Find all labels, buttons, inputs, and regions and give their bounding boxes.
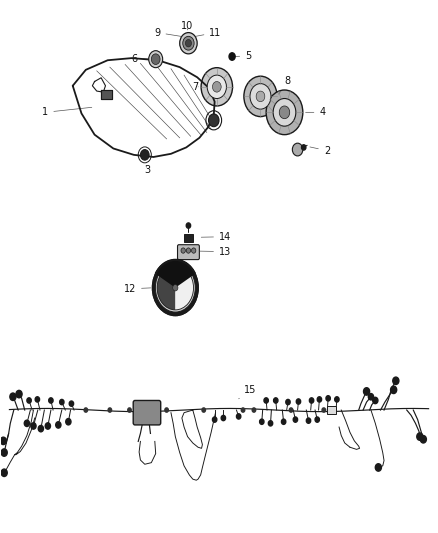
Circle shape xyxy=(368,393,374,400)
Circle shape xyxy=(364,387,370,395)
Circle shape xyxy=(293,417,297,422)
Text: 13: 13 xyxy=(200,247,231,256)
Circle shape xyxy=(391,386,397,393)
Circle shape xyxy=(27,398,31,403)
Circle shape xyxy=(301,145,306,150)
Circle shape xyxy=(250,84,271,109)
Circle shape xyxy=(35,397,39,402)
FancyBboxPatch shape xyxy=(184,233,193,242)
Circle shape xyxy=(186,248,191,253)
Circle shape xyxy=(373,397,378,403)
Circle shape xyxy=(212,82,221,92)
Circle shape xyxy=(212,417,217,422)
Circle shape xyxy=(1,469,7,477)
Circle shape xyxy=(306,418,311,423)
Circle shape xyxy=(375,464,381,471)
Circle shape xyxy=(16,390,22,398)
Text: 14: 14 xyxy=(201,232,231,242)
Circle shape xyxy=(38,425,43,432)
Circle shape xyxy=(201,68,233,106)
Circle shape xyxy=(191,248,196,253)
Circle shape xyxy=(289,408,293,412)
Circle shape xyxy=(274,398,278,403)
Circle shape xyxy=(309,398,314,403)
Text: 5: 5 xyxy=(235,51,251,61)
Circle shape xyxy=(141,150,149,160)
Text: 1: 1 xyxy=(42,107,92,117)
Circle shape xyxy=(165,408,168,412)
Circle shape xyxy=(149,51,162,68)
Circle shape xyxy=(221,415,226,421)
Circle shape xyxy=(155,263,195,312)
Circle shape xyxy=(317,397,321,402)
Text: 10: 10 xyxy=(180,21,193,31)
Text: 6: 6 xyxy=(131,54,153,63)
Circle shape xyxy=(260,419,264,424)
Circle shape xyxy=(268,421,273,426)
Circle shape xyxy=(66,418,71,425)
Wedge shape xyxy=(155,259,196,288)
Circle shape xyxy=(181,248,185,253)
Circle shape xyxy=(208,114,219,127)
FancyBboxPatch shape xyxy=(133,400,161,425)
Circle shape xyxy=(84,408,88,412)
Polygon shape xyxy=(101,90,112,99)
Circle shape xyxy=(266,90,303,135)
Circle shape xyxy=(31,423,36,429)
FancyBboxPatch shape xyxy=(327,406,336,414)
Circle shape xyxy=(420,435,426,443)
Circle shape xyxy=(326,395,330,401)
Circle shape xyxy=(151,54,160,64)
Circle shape xyxy=(56,422,61,428)
Circle shape xyxy=(49,398,53,403)
Circle shape xyxy=(335,397,339,402)
Circle shape xyxy=(108,408,112,412)
Circle shape xyxy=(292,143,303,156)
FancyBboxPatch shape xyxy=(177,245,199,260)
Circle shape xyxy=(10,393,16,400)
Circle shape xyxy=(180,33,197,54)
Text: 15: 15 xyxy=(239,385,257,399)
Circle shape xyxy=(252,408,256,412)
Text: 2: 2 xyxy=(310,146,330,156)
Circle shape xyxy=(393,377,399,384)
Circle shape xyxy=(315,417,319,422)
Circle shape xyxy=(152,260,198,316)
Circle shape xyxy=(0,437,7,445)
Text: 9: 9 xyxy=(154,28,181,38)
Circle shape xyxy=(207,75,226,99)
Circle shape xyxy=(322,408,325,412)
Circle shape xyxy=(256,91,265,102)
Circle shape xyxy=(128,408,131,412)
Text: 8: 8 xyxy=(279,77,291,94)
Text: 12: 12 xyxy=(124,284,151,294)
Circle shape xyxy=(296,399,300,404)
Circle shape xyxy=(173,285,178,291)
Circle shape xyxy=(244,76,277,117)
Circle shape xyxy=(282,419,286,424)
Circle shape xyxy=(237,414,241,419)
Circle shape xyxy=(202,408,205,412)
Circle shape xyxy=(185,39,191,47)
Circle shape xyxy=(186,223,191,228)
Circle shape xyxy=(60,399,64,405)
Circle shape xyxy=(24,420,29,426)
Wedge shape xyxy=(157,265,175,310)
Text: 7: 7 xyxy=(192,82,198,92)
Circle shape xyxy=(183,36,194,50)
Circle shape xyxy=(69,401,74,406)
Circle shape xyxy=(1,449,7,456)
Wedge shape xyxy=(175,265,194,310)
Circle shape xyxy=(241,408,245,412)
Circle shape xyxy=(286,399,290,405)
Circle shape xyxy=(45,423,50,429)
Text: 3: 3 xyxy=(145,165,151,175)
Circle shape xyxy=(417,433,423,440)
Circle shape xyxy=(229,53,235,60)
Text: 4: 4 xyxy=(306,107,325,117)
Circle shape xyxy=(273,99,296,126)
Text: 11: 11 xyxy=(195,28,222,38)
Circle shape xyxy=(264,398,268,403)
Circle shape xyxy=(279,106,290,119)
